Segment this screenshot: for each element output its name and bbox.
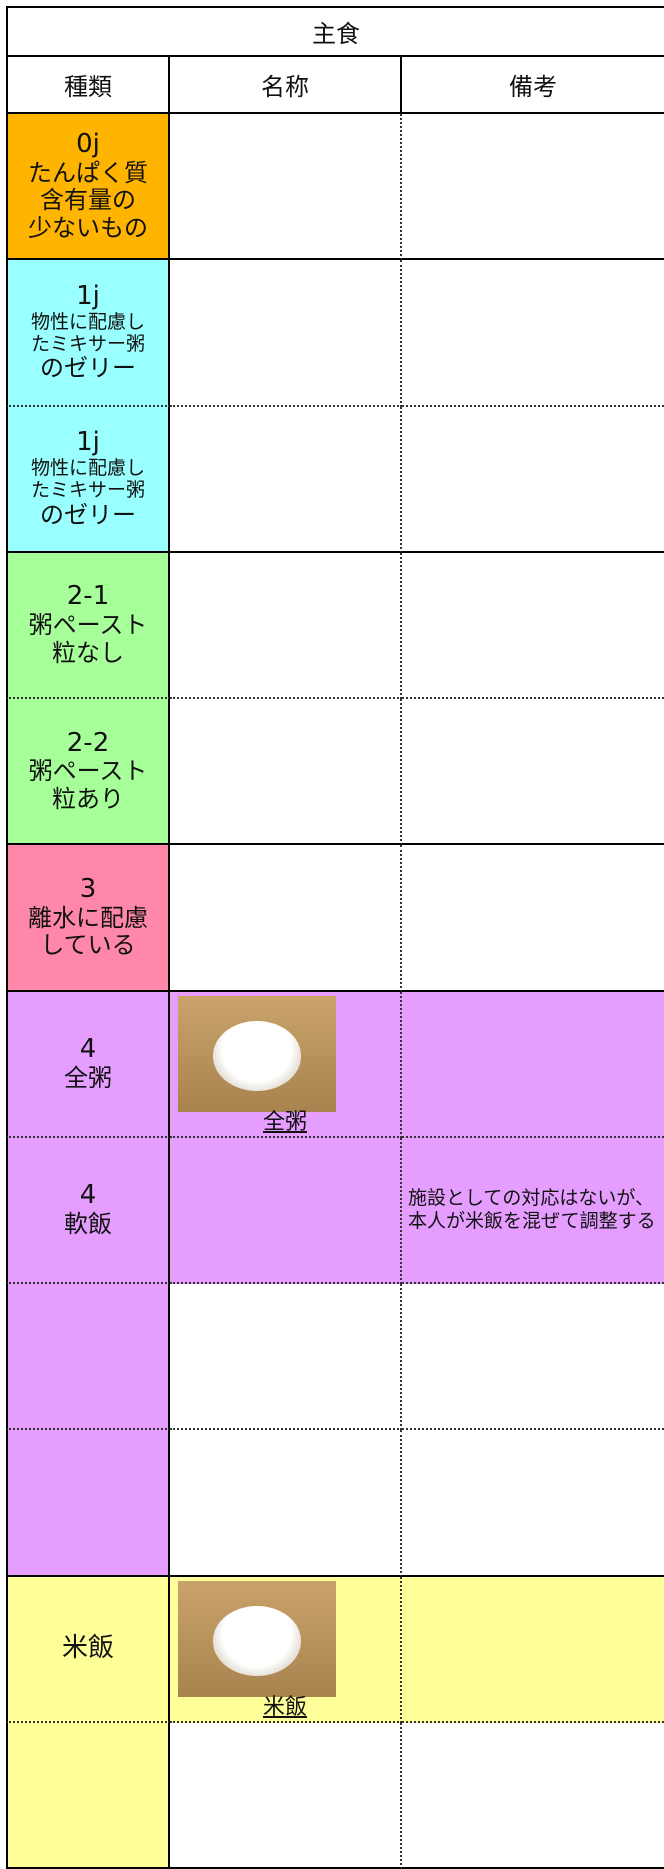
kind-line: 1j (76, 427, 100, 458)
kind-line: 粒あり (52, 785, 124, 814)
note-text: 施設としての対応はないが、本人が米飯を混ぜて調整する (408, 1187, 656, 1232)
note-cell (402, 1430, 664, 1577)
table-title: 主食 (6, 6, 664, 57)
kind-line: 物性に配慮し (30, 456, 145, 479)
kind-line: たんぱく質 (28, 158, 148, 187)
kind-line: 少ないもの (28, 213, 148, 242)
note-cell (402, 699, 664, 846)
kind-cell: 1j 物性に配慮し たミキサー粥 のゼリー (6, 260, 170, 407)
note-cell (402, 114, 664, 261)
kind-line: 0j (76, 128, 100, 159)
name-cell (170, 552, 402, 699)
kind-line: している (40, 931, 136, 960)
name-cell (170, 845, 402, 992)
kind-line: のゼリー (40, 354, 136, 383)
note-cell (402, 1284, 664, 1431)
note-cell (402, 845, 664, 992)
name-cell: 米飯 (170, 1576, 402, 1723)
name-cell (170, 114, 402, 261)
kind-line: たミキサー粥 (30, 478, 145, 501)
name-cell: 全粥 (170, 991, 402, 1138)
kind-line: のゼリー (40, 500, 136, 529)
note-cell (402, 1576, 664, 1723)
column-header: 備考 (402, 57, 664, 114)
kind-line: 全粥 (64, 1063, 112, 1092)
kind-cell (6, 1722, 170, 1869)
column-header: 名称 (170, 57, 402, 114)
photo (178, 995, 336, 1112)
note-cell (402, 1722, 664, 1869)
kind-cell: 0j たんぱく質 含有量の 少ないもの (6, 114, 170, 261)
note-cell: 施設としての対応はないが、本人が米飯を混ぜて調整する (402, 1137, 664, 1284)
kind-cell: 1j 物性に配慮し たミキサー粥 のゼリー (6, 406, 170, 553)
photo-caption: 米飯 (262, 1694, 307, 1720)
photo-caption: 全粥 (262, 1109, 307, 1135)
kind-line: 物性に配慮し (30, 310, 145, 333)
kind-line: 軟飯 (64, 1210, 112, 1239)
name-cell (170, 406, 402, 553)
kind-cell: 4 軟飯 (6, 1137, 170, 1284)
note-cell (402, 991, 664, 1138)
name-cell (170, 1284, 402, 1431)
kind-cell (6, 1430, 170, 1577)
kind-line: 1j (76, 280, 100, 311)
note-cell (402, 406, 664, 553)
name-cell (170, 1430, 402, 1577)
kind-line: 4 (79, 1033, 97, 1064)
kind-line: 3 (79, 873, 97, 904)
bowl-image (212, 1606, 302, 1676)
bowl-image (212, 1021, 302, 1091)
kind-cell: 米飯 (6, 1576, 170, 1723)
kind-line: 2-1 (66, 581, 110, 612)
kind-line: 米飯 (61, 1632, 114, 1663)
note-cell (402, 260, 664, 407)
kind-line: 粥ペースト (28, 611, 148, 640)
kind-line: 4 (79, 1180, 97, 1211)
photo (178, 1580, 336, 1697)
name-cell (170, 1722, 402, 1869)
kind-cell (6, 1284, 170, 1431)
kind-line: 粒なし (52, 638, 124, 667)
kind-line: 含有量の (40, 186, 136, 215)
kind-line: 粥ペースト (28, 757, 148, 786)
name-cell (170, 260, 402, 407)
column-header: 種類 (6, 57, 170, 114)
kind-line: 2-2 (66, 727, 110, 758)
kind-line: 離水に配慮 (28, 903, 148, 932)
note-cell (402, 552, 664, 699)
name-cell (170, 1137, 402, 1284)
kind-line: たミキサー粥 (30, 332, 145, 355)
kind-cell: 2-2 粥ペースト 粒あり (6, 699, 170, 846)
kind-cell: 2-1 粥ペースト 粒なし (6, 552, 170, 699)
name-cell (170, 699, 402, 846)
kind-cell: 4 全粥 (6, 991, 170, 1138)
kind-cell: 3 離水に配慮 している (6, 845, 170, 992)
